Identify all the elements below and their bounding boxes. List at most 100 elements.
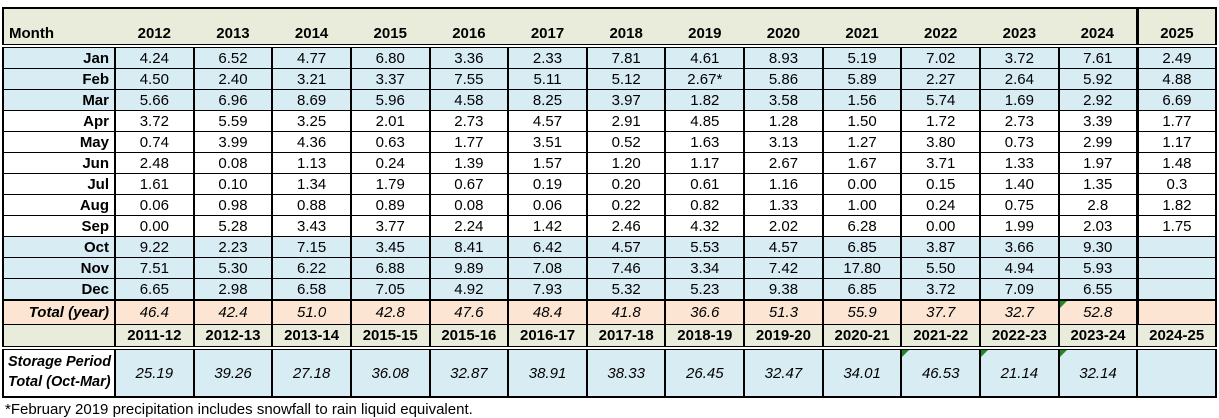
precip-cell[interactable]: 2.03 [1057, 215, 1138, 237]
precip-cell[interactable]: 2.98 [192, 278, 273, 301]
precip-cell[interactable]: 9.22 [114, 236, 195, 258]
precip-cell[interactable]: 4.77 [271, 45, 352, 69]
precip-cell[interactable]: 3.72 [114, 110, 195, 132]
precip-cell[interactable]: 2.67 [743, 152, 824, 174]
precip-cell[interactable]: 6.58 [271, 278, 352, 301]
precip-cell[interactable]: 9.38 [743, 278, 824, 301]
precip-cell[interactable]: 8.25 [507, 89, 588, 111]
precip-cell[interactable]: 5.92 [1057, 68, 1138, 90]
storage-period-header-cell[interactable]: 2015-16 [428, 324, 509, 350]
precip-cell[interactable]: 1.33 [979, 152, 1060, 174]
storage-total-cell[interactable] [1136, 347, 1217, 398]
precip-cell[interactable]: 5.53 [664, 236, 745, 258]
precip-cell[interactable]: 2.92 [1057, 89, 1138, 111]
storage-period-header-cell[interactable]: 2024-25 [1136, 324, 1216, 350]
precip-cell[interactable]: 0.98 [192, 194, 273, 216]
precip-cell[interactable]: 7.55 [428, 68, 509, 90]
precip-cell[interactable]: 3.51 [507, 131, 588, 153]
precip-cell[interactable]: 7.93 [507, 278, 588, 301]
precip-cell[interactable]: 1.00 [821, 194, 902, 216]
month-row-label[interactable]: May [2, 131, 116, 153]
month-row-label[interactable]: Apr [2, 110, 116, 132]
precip-cell[interactable]: 3.45 [349, 236, 431, 258]
month-row-label[interactable]: Oct [2, 236, 116, 258]
annual-total-cell[interactable] [1135, 299, 1217, 325]
annual-total-cell[interactable]: 42.4 [192, 299, 273, 325]
precip-cell[interactable]: 3.43 [271, 215, 352, 237]
precip-cell[interactable]: 4.57 [507, 110, 588, 132]
precip-cell[interactable]: 0.20 [585, 173, 666, 195]
precip-cell[interactable]: 3.13 [743, 131, 824, 153]
month-row-label[interactable]: Dec [2, 278, 116, 301]
storage-total-cell[interactable]: 21.14 [979, 347, 1060, 398]
annual-total-cell[interactable]: 51.0 [271, 299, 352, 325]
precip-cell[interactable]: 0.24 [900, 194, 981, 216]
storage-period-header-cell[interactable]: 2023-24 [1057, 324, 1138, 350]
storage-period-header-cell[interactable]: 2022-23 [979, 324, 1059, 350]
precip-cell[interactable]: 5.32 [585, 278, 666, 301]
storage-total-cell[interactable]: 38.33 [585, 347, 666, 398]
annual-total-cell[interactable]: 36.6 [664, 299, 745, 325]
precip-cell[interactable]: 4.85 [664, 110, 745, 132]
precip-cell[interactable]: 1.17 [1135, 131, 1217, 153]
precip-cell[interactable]: 1.67 [821, 152, 902, 174]
year-header-cell[interactable]: 2014 [272, 8, 351, 48]
precip-cell[interactable]: 5.19 [821, 45, 902, 69]
precip-cell[interactable]: 1.99 [979, 215, 1060, 237]
precip-cell[interactable]: 6.65 [114, 278, 195, 301]
precip-cell[interactable]: 4.32 [664, 215, 745, 237]
precip-cell[interactable]: 1.28 [743, 110, 824, 132]
precip-cell[interactable]: 2.48 [114, 152, 195, 174]
precip-cell[interactable]: 1.27 [821, 131, 902, 153]
annual-total-label[interactable]: Total (year) [2, 299, 116, 325]
precip-cell[interactable]: 6.85 [821, 236, 902, 258]
precip-cell[interactable]: 6.80 [349, 45, 431, 69]
precip-cell[interactable]: 5.30 [192, 257, 273, 279]
precip-cell[interactable]: 0.19 [507, 173, 588, 195]
precip-cell[interactable]: 7.09 [979, 278, 1060, 301]
precip-cell[interactable]: 1.63 [664, 131, 745, 153]
precip-cell[interactable]: 1.50 [821, 110, 902, 132]
precip-cell[interactable]: 1.35 [1057, 173, 1138, 195]
precip-cell[interactable]: 3.39 [1057, 110, 1138, 132]
precip-cell[interactable]: 0.75 [979, 194, 1060, 216]
storage-period-header-cell[interactable]: 2013-14 [271, 324, 351, 350]
precip-cell[interactable]: 8.69 [271, 89, 352, 111]
annual-total-cell[interactable]: 52.8 [1057, 299, 1138, 325]
precip-cell[interactable]: 3.72 [979, 45, 1060, 69]
storage-total-cell[interactable]: 25.19 [114, 347, 195, 398]
precip-cell[interactable]: 0.06 [507, 194, 588, 216]
precip-cell[interactable]: 3.58 [743, 89, 824, 111]
precip-cell[interactable]: 6.28 [821, 215, 902, 237]
precip-cell[interactable]: 8.41 [428, 236, 509, 258]
storage-period-label-cell[interactable] [2, 324, 116, 350]
annual-total-cell[interactable]: 32.7 [979, 299, 1060, 325]
precip-cell[interactable]: 1.57 [507, 152, 588, 174]
precip-cell[interactable]: 4.57 [743, 236, 824, 258]
precip-cell[interactable]: 4.92 [428, 278, 509, 301]
precip-cell[interactable]: 0.24 [349, 152, 431, 174]
precip-cell[interactable]: 2.99 [1057, 131, 1138, 153]
precip-cell[interactable]: 2.91 [585, 110, 666, 132]
precip-cell[interactable]: 1.97 [1057, 152, 1138, 174]
storage-period-header-cell[interactable]: 2012-13 [192, 324, 273, 350]
year-header-cell[interactable]: 2024 [1058, 8, 1138, 48]
precip-cell[interactable]: 4.24 [114, 45, 195, 69]
storage-total-cell[interactable]: 38.91 [507, 347, 588, 398]
precip-cell[interactable]: 17.80 [821, 257, 902, 279]
precip-cell[interactable]: 7.42 [743, 257, 824, 279]
precip-cell[interactable]: 6.55 [1057, 278, 1138, 301]
precip-cell[interactable]: 2.73 [428, 110, 509, 132]
precip-cell[interactable]: 5.86 [743, 68, 824, 90]
precip-cell[interactable]: 6.69 [1135, 89, 1217, 111]
precip-cell[interactable]: 2.27 [900, 68, 981, 90]
precip-cell[interactable]: 4.57 [585, 236, 666, 258]
year-header-cell[interactable]: 2012 [115, 8, 194, 48]
precip-cell[interactable]: 1.75 [1135, 215, 1217, 237]
precip-cell[interactable]: 1.42 [507, 215, 588, 237]
annual-total-cell[interactable]: 42.8 [349, 299, 431, 325]
precip-cell[interactable]: 0.52 [585, 131, 666, 153]
precip-cell[interactable]: 7.51 [114, 257, 195, 279]
storage-period-header-cell[interactable]: 2019-20 [743, 324, 823, 350]
precip-cell[interactable]: 7.81 [585, 45, 666, 69]
